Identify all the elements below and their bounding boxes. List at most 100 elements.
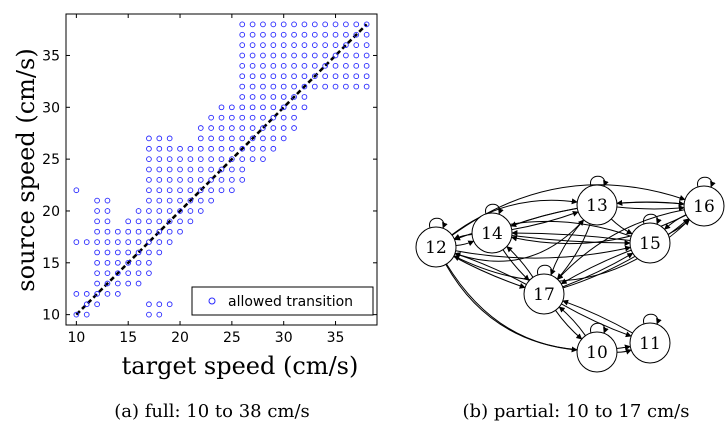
data-point	[146, 249, 152, 256]
data-point	[249, 42, 256, 48]
data-point	[301, 73, 308, 80]
data-point	[311, 52, 318, 59]
data-point	[270, 94, 277, 100]
data-point	[239, 21, 246, 28]
edge-12-14	[455, 240, 475, 247]
data-point	[73, 311, 80, 318]
self-loop-11	[643, 313, 662, 325]
data-point	[239, 83, 246, 90]
plot-frame	[65, 13, 378, 326]
data-point	[104, 197, 111, 204]
data-point	[114, 280, 121, 287]
data-point	[353, 21, 360, 28]
node-label-12: 12	[425, 238, 447, 258]
data-point	[270, 104, 277, 111]
data-point	[104, 239, 111, 245]
data-point	[249, 114, 256, 121]
node-16	[683, 185, 725, 227]
data-point	[291, 83, 297, 90]
data-point	[135, 208, 142, 214]
data-point	[166, 156, 173, 162]
data-point	[83, 239, 90, 245]
data-point	[260, 42, 266, 48]
data-point	[156, 218, 163, 225]
data-point	[270, 21, 277, 28]
edge-16-17	[557, 209, 685, 280]
data-point	[94, 280, 100, 287]
edge-17-15	[562, 252, 634, 288]
self-loop-17	[537, 264, 556, 276]
data-point	[197, 187, 204, 194]
data-point	[311, 21, 318, 28]
data-point	[249, 31, 256, 38]
data-point	[156, 301, 163, 308]
scatter-chart: 10 15 20 25 30 35 10 15 20 25 30 35 allowed transit…	[12, 13, 378, 380]
data-point	[135, 280, 142, 287]
data-point	[363, 52, 370, 59]
data-point	[239, 125, 246, 131]
data-point	[208, 114, 214, 121]
data-point	[301, 42, 308, 48]
data-point	[270, 31, 277, 38]
data-point	[187, 197, 194, 204]
data-point	[197, 197, 204, 204]
data-point	[301, 94, 308, 100]
data-point	[229, 145, 235, 152]
data-point	[218, 187, 225, 194]
data-point	[291, 42, 297, 48]
data-point	[166, 187, 173, 194]
data-point	[249, 52, 256, 59]
edge-10-17	[558, 306, 586, 336]
data-point	[166, 208, 173, 214]
data-point	[166, 218, 173, 225]
data-point	[239, 62, 246, 69]
data-point	[94, 270, 100, 277]
data-point	[125, 249, 132, 256]
data-point	[260, 104, 266, 111]
data-point	[177, 177, 183, 183]
data-point	[104, 291, 111, 297]
data-point	[229, 166, 235, 173]
data-point	[94, 239, 100, 245]
data-point	[229, 104, 235, 111]
data-point	[301, 31, 308, 38]
data-point	[239, 177, 246, 183]
data-point	[146, 218, 152, 225]
data-point	[353, 31, 360, 38]
data-point	[280, 62, 287, 69]
node-15	[629, 222, 671, 264]
edge-14-13	[511, 210, 579, 231]
data-point	[291, 52, 297, 59]
data-point	[280, 83, 287, 90]
data-point	[146, 259, 152, 266]
data-point	[104, 270, 111, 277]
data-point	[332, 62, 339, 69]
data-point	[280, 21, 287, 28]
data-point	[114, 291, 121, 297]
data-point	[270, 125, 277, 131]
edge-15-14	[511, 230, 631, 241]
data-point	[187, 145, 194, 152]
node-11	[629, 322, 671, 364]
data-point	[177, 228, 183, 235]
node-label-16: 16	[693, 197, 715, 217]
data-point	[270, 145, 277, 152]
axis-ticks: 10 15 20 25 30 35 10 15 20 25 30 35	[42, 14, 377, 346]
data-point	[280, 104, 287, 111]
data-point	[218, 104, 225, 111]
caption-b: (b) partial: 10 to 17 cm/s	[463, 401, 690, 422]
data-point	[270, 114, 277, 121]
data-point	[125, 280, 132, 287]
data-point	[166, 177, 173, 183]
data-point	[270, 52, 277, 59]
edge-16-15	[664, 214, 687, 230]
data-point	[146, 135, 152, 142]
data-point	[311, 62, 318, 69]
data-point	[322, 73, 329, 80]
data-point	[177, 156, 183, 162]
data-point	[177, 166, 183, 173]
data-point	[311, 42, 318, 48]
data-point	[322, 62, 329, 69]
data-point	[146, 208, 152, 214]
data-point	[363, 21, 370, 28]
